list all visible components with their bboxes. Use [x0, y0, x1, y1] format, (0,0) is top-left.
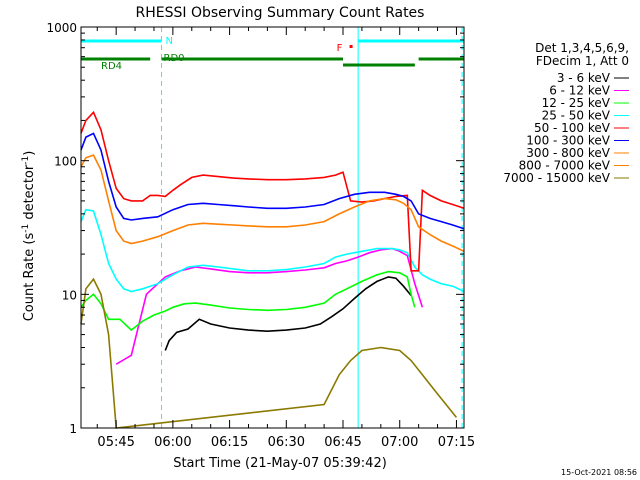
series-line	[80, 270, 416, 332]
x-tick-label: 07:00	[381, 435, 418, 450]
status-bars: N RD0 RD4 F	[81, 36, 464, 72]
legend-entry-label: 50 - 100 keV	[534, 121, 611, 135]
status-label-f: F	[337, 43, 343, 54]
legend-entry-label: 3 - 6 keV	[557, 71, 611, 85]
status-flare-marker	[349, 45, 353, 48]
series-line	[164, 276, 412, 351]
chart-title: RHESSI Observing Summary Count Rates	[136, 5, 425, 21]
y-axis-label: Count Rate (s-1 detector-1)	[21, 151, 37, 322]
series-line	[80, 277, 458, 429]
x-tick-label: 07:15	[438, 435, 475, 450]
x-tick-label: 06:45	[324, 435, 361, 450]
legend: Det 1,3,4,5,6,9, FDecim 1, Att 0 3 - 6 k…	[503, 41, 629, 185]
status-label-rd4: RD4	[101, 61, 122, 72]
x-axis-label: Start Time (21-May-07 05:39:42)	[173, 456, 387, 471]
series-line	[80, 154, 465, 253]
legend-entry-label: 6 - 12 keV	[549, 84, 611, 98]
y-axis-label-main: Count Rate (s	[22, 233, 37, 322]
x-tick-label: 06:30	[268, 435, 305, 450]
series-line	[80, 208, 465, 293]
series-line	[80, 110, 465, 272]
legend-entry-label: 300 - 800 keV	[526, 146, 610, 160]
series-line	[80, 132, 465, 230]
series-line	[115, 247, 424, 365]
x-tick-label: 06:00	[154, 435, 191, 450]
x-tick-label: 06:15	[211, 435, 248, 450]
legend-entry-label: 100 - 300 keV	[526, 134, 610, 148]
legend-header-line-2: FDecim 1, Att 0	[536, 54, 629, 68]
axes: 1 10 100 1000 05:45 06:00 06:15 06:30 06:45 07:00…	[46, 21, 475, 450]
legend-entry-label: 7000 - 15000 keV	[503, 171, 610, 185]
footer-timestamp: 15-Oct-2021 08:56	[561, 468, 637, 477]
status-label-n: N	[166, 36, 173, 47]
y-axis-label-mid: detector	[22, 164, 37, 224]
y-axis-label-sup2: -1	[21, 156, 31, 165]
y-axis-label-end: )	[22, 151, 37, 156]
plot-frame	[80, 26, 465, 429]
x-tick-label: 05:45	[97, 435, 134, 450]
y-tick-label: 10	[62, 288, 77, 302]
legend-entry-label: 25 - 50 keV	[542, 109, 611, 123]
status-label-rd0: RD0	[164, 53, 185, 64]
y-axis-label-sup1: -1	[21, 224, 31, 233]
y-tick-label: 1000	[46, 21, 77, 35]
y-tick-label: 100	[54, 155, 77, 169]
legend-entry-label: 12 - 25 keV	[542, 96, 611, 110]
series-layer	[80, 110, 465, 429]
y-tick-label: 1	[69, 422, 77, 436]
legend-header-line-1: Det 1,3,4,5,6,9,	[535, 41, 629, 55]
legend-entry-label: 800 - 7000 keV	[519, 159, 611, 173]
